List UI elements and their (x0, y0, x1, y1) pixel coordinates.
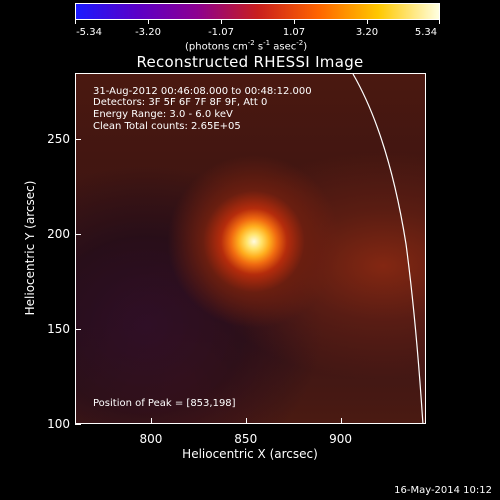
info-peak-position: Position of Peak = [853,198] (93, 398, 236, 409)
y-axis-tick (75, 329, 81, 331)
colorbar-unit: (photons cm-2 s-1 asec-2) (185, 39, 308, 53)
colorbar-tick (221, 20, 222, 24)
info-time-range: 31-Aug-2012 00:46:08.000 to 00:48:12.000 (93, 86, 312, 97)
info-clean-counts: Clean Total counts: 2.65E+05 (93, 121, 241, 132)
x-axis-tick (340, 418, 342, 424)
colorbar-tick-label: -3.20 (135, 27, 161, 38)
heatmap-image (76, 74, 425, 423)
colorbar-tick-label: -5.34 (76, 27, 102, 38)
solar-limb-line (352, 74, 424, 423)
limb-overlay (352, 74, 424, 423)
y-axis-title: Heliocentric Y (arcsec) (23, 180, 37, 316)
image-plot-area[interactable] (75, 73, 426, 424)
colorbar-tick (367, 20, 368, 24)
y-axis-tick-label: 200 (47, 227, 70, 242)
colorbar-tick (294, 20, 295, 24)
y-axis-tick (75, 139, 81, 141)
colorbar-tick (75, 20, 76, 24)
x-axis-tick-label: 800 (139, 432, 163, 446)
x-axis-title: Heliocentric X (arcsec) (182, 447, 318, 461)
y-axis-tick-label: 100 (47, 417, 70, 431)
y-axis-tick (75, 424, 81, 425)
x-axis-tick (150, 418, 152, 424)
y-axis-tick-label: 250 (47, 132, 70, 147)
y-axis-tick-label: 150 (47, 322, 70, 337)
footer-timestamp: 16-May-2014 10:12 (394, 485, 492, 496)
colorbar-tick-label: -1.07 (208, 27, 234, 38)
y-axis-tick (75, 234, 81, 236)
info-energy-range: Energy Range: 3.0 - 6.0 keV (93, 109, 233, 120)
colorbar-tick (148, 20, 149, 24)
colorbar-tick-label: 5.34 (414, 27, 438, 38)
x-axis-tick-label: 900 (329, 432, 353, 446)
colorbar-tick-label: 1.07 (282, 27, 306, 38)
colorbar (75, 3, 440, 20)
info-detectors: Detectors: 3F 5F 6F 7F 8F 9F, Att 0 (93, 97, 268, 108)
x-axis-tick (245, 418, 247, 424)
colorbar-tick (439, 20, 440, 24)
x-axis-tick-label: 850 (234, 432, 258, 446)
colorbar-ticks (75, 20, 440, 26)
colorbar-tick-label: 3.20 (355, 27, 379, 38)
plot-title: Reconstructed RHESSI Image (136, 53, 364, 71)
